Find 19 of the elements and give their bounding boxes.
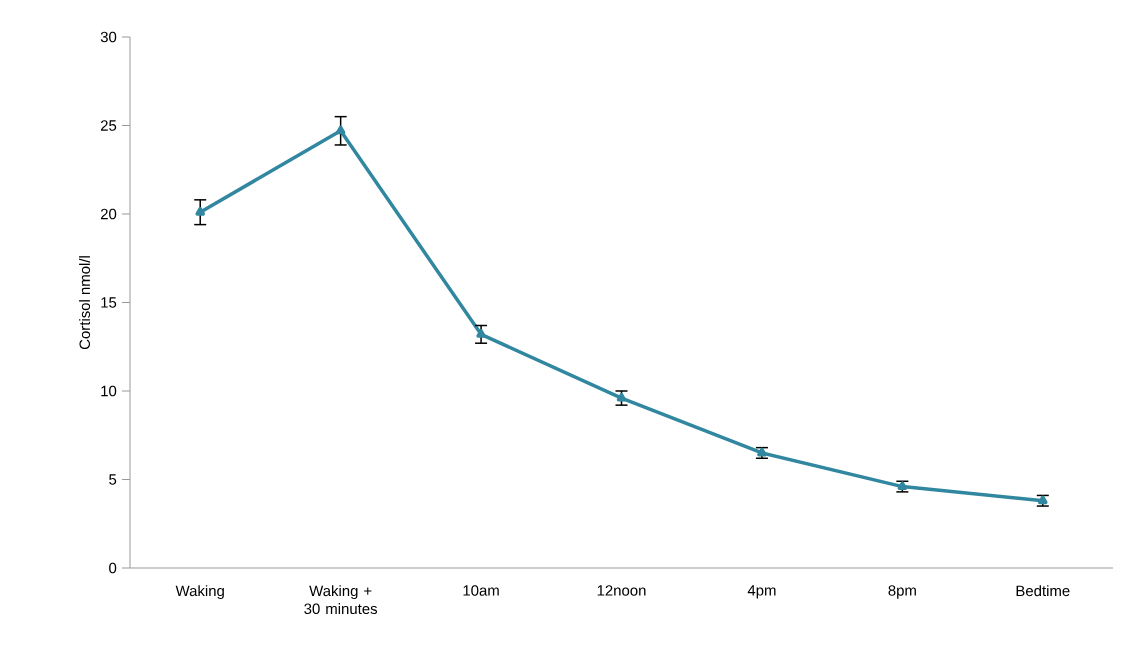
x-tick-label: 12noon [597,585,646,596]
x-tick-label: 8pm [888,585,916,599]
y-tick-label: 25 [100,120,117,131]
y-tick-label: 5 [109,474,117,485]
x-tick-label: Waking [175,585,224,600]
y-tick-label: 10 [101,385,117,397]
x-tick-label: Bedtime [1016,585,1070,597]
x-tick-label: 4pm [747,585,776,599]
point [476,329,486,338]
x-tick-label: Waking + 30 minutes [304,585,378,615]
x-tick-label: 10am [463,585,499,596]
point [335,125,346,135]
y-axis-title: Cortisol nmol/l [79,256,91,350]
point [616,392,627,402]
y-tick-label: 15 [101,297,117,308]
y-tick-label: 30 [100,31,117,43]
point [195,206,205,216]
y-tick-label: 20 [100,208,117,220]
y-tick-label: 0 [109,562,117,574]
